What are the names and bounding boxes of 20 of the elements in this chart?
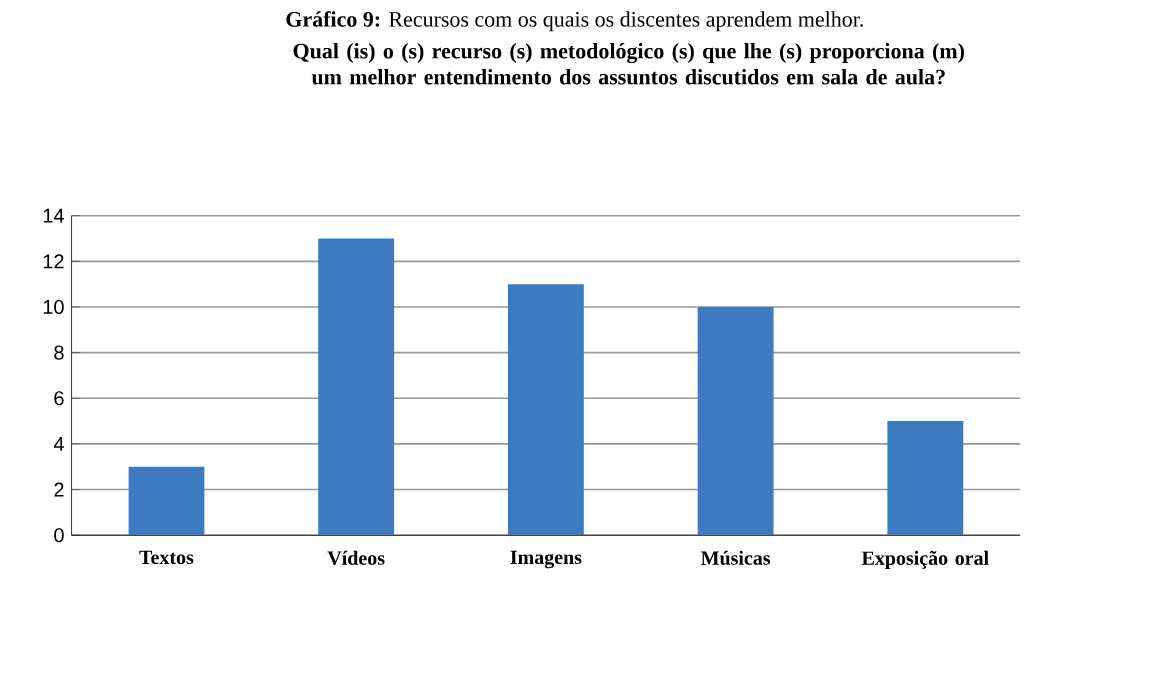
bar — [697, 306, 774, 536]
text: Gráfico 9: Recursos com os quais os discentes aprendem melhor. — [286, 11, 863, 32]
y-tick-label: 0 — [54, 528, 64, 543]
bar — [128, 466, 205, 536]
y-tick-label: 2 — [54, 482, 64, 497]
x-tick-label: Músicas — [701, 550, 771, 565]
y-tick-label: 4 — [53, 437, 64, 451]
bar — [507, 284, 584, 536]
y-tick-label: 12 — [43, 254, 64, 269]
x-tick-label: Imagens — [510, 550, 582, 569]
y-tick-label: 8 — [54, 345, 64, 360]
chart-title: Qual (is) o (s) recurso (s) metodológico (s) que lhe (s) proporciona (m) um melhor entendimento dos assuntos discutidos em sala de aula? — [293, 43, 964, 85]
y-tick-label: 6 — [54, 391, 64, 406]
y-tick-label: 14 — [43, 208, 64, 223]
bar — [318, 238, 395, 536]
bar — [887, 421, 964, 536]
x-tick-label: Vídeos — [327, 550, 385, 565]
y-tick-label: 10 — [43, 299, 64, 315]
x-tick-label: Exposição oral — [861, 550, 989, 569]
x-tick-label: Textos — [139, 550, 194, 565]
